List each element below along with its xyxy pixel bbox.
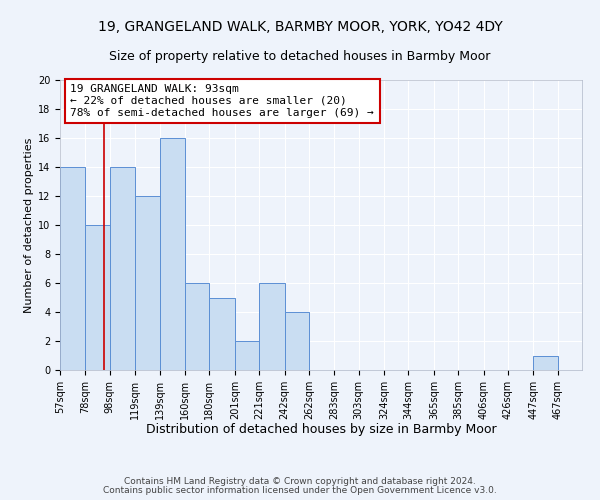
Text: Contains HM Land Registry data © Crown copyright and database right 2024.: Contains HM Land Registry data © Crown c… (124, 477, 476, 486)
Bar (209, 298, 235, 370)
Bar (160, 138, 185, 370)
Bar (533, 356, 558, 370)
Text: Contains public sector information licensed under the Open Government Licence v3: Contains public sector information licen… (103, 486, 497, 495)
Text: Size of property relative to detached houses in Barmby Moor: Size of property relative to detached ho… (109, 50, 491, 63)
Bar (110, 167, 135, 370)
Bar (185, 283, 209, 370)
Bar (259, 283, 284, 370)
Bar (60, 167, 85, 370)
Bar (135, 196, 160, 370)
Bar (235, 341, 259, 370)
X-axis label: Distribution of detached houses by size in Barmby Moor: Distribution of detached houses by size … (146, 424, 496, 436)
Bar (284, 312, 309, 370)
Y-axis label: Number of detached properties: Number of detached properties (24, 138, 34, 312)
Text: 19 GRANGELAND WALK: 93sqm
← 22% of detached houses are smaller (20)
78% of semi-: 19 GRANGELAND WALK: 93sqm ← 22% of detac… (70, 84, 374, 117)
Bar (85, 225, 110, 370)
Text: 19, GRANGELAND WALK, BARMBY MOOR, YORK, YO42 4DY: 19, GRANGELAND WALK, BARMBY MOOR, YORK, … (98, 20, 502, 34)
